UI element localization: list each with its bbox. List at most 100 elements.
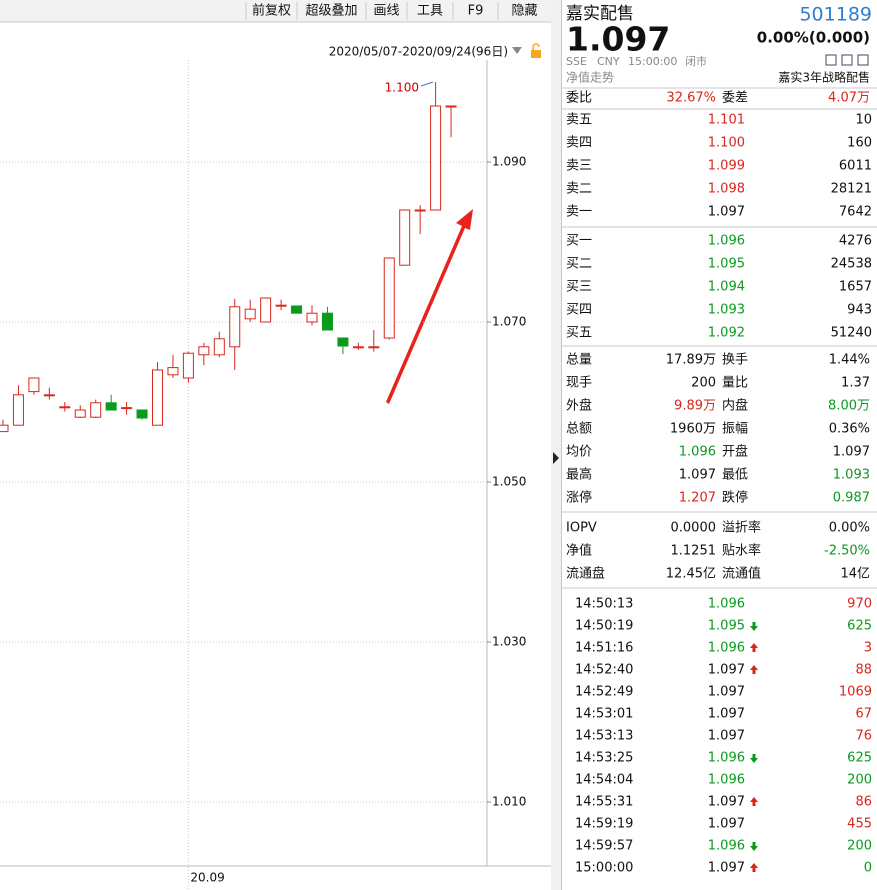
candle-body	[90, 402, 102, 418]
annotation-arrow	[386, 209, 473, 404]
quote-cell: 1.095	[708, 257, 745, 272]
candle-body	[445, 105, 457, 108]
quote-cell: 88	[855, 663, 872, 678]
icon-edit[interactable]	[825, 54, 837, 66]
candle-body	[275, 304, 287, 307]
quote-cell: 4276	[839, 234, 872, 249]
candle-body	[28, 377, 40, 393]
candle-body	[430, 105, 442, 211]
candle-body	[0, 424, 9, 433]
splitter[interactable]	[551, 0, 561, 890]
tick-arrow	[750, 863, 758, 872]
toolbar-button[interactable]: F9	[468, 4, 484, 19]
expand-arrow[interactable]	[553, 452, 559, 464]
candle-body	[337, 337, 349, 347]
candle-body	[414, 209, 426, 212]
max-pointer	[420, 81, 434, 87]
price-change: 0.00%(0.000)	[757, 29, 870, 47]
quote-cell: 现手	[566, 376, 592, 391]
market-info: 闭市	[685, 54, 707, 68]
quote-cell: 开盘	[722, 444, 748, 460]
quote-cell: 1.100	[708, 136, 745, 151]
quote-cell: 1.093	[708, 303, 745, 318]
quote-cell: 14:59:19	[575, 817, 633, 832]
quote-cell: 1.207	[679, 491, 716, 506]
quote-cell: 1.097	[679, 468, 716, 483]
tick-arrow	[750, 643, 758, 652]
quote-cell: 卖三	[566, 159, 592, 174]
quote-cell: 455	[847, 817, 872, 832]
quote-cell: 1.097	[833, 445, 870, 460]
toolbar-button[interactable]: 工具	[417, 4, 443, 19]
quote-cell: 1.1251	[671, 544, 717, 559]
quote-cell: 卖四	[566, 136, 592, 151]
quote-cell: 1.097	[708, 205, 745, 220]
quote-cell: 总量	[566, 353, 592, 368]
quote-cell: 24538	[831, 257, 872, 272]
quote-cell: IOPV	[566, 521, 597, 536]
lock-icon[interactable]	[531, 50, 541, 58]
toolbar-button[interactable]: 前复权	[252, 3, 291, 19]
quote-cell: 1.092	[708, 326, 745, 341]
quote-cell: 14:55:31	[575, 795, 633, 810]
quote-cell: 14:51:16	[575, 641, 633, 656]
icon-add[interactable]	[857, 54, 869, 66]
candle-body	[136, 409, 148, 419]
quote-cell: 1.097	[708, 663, 745, 678]
quote-cell: 200	[691, 376, 716, 391]
x-tick-label: 20.09	[190, 871, 224, 885]
candle-body	[43, 394, 55, 397]
quote-cell: 86	[855, 795, 872, 810]
tick-arrow	[750, 797, 758, 806]
quote-cell: 1.096	[708, 234, 745, 249]
last-price: 1.097	[566, 20, 670, 59]
toolbar-button[interactable]: 画线	[373, 4, 399, 19]
market-info: SSE	[566, 55, 587, 68]
quote-cell: 1.096	[708, 597, 745, 612]
candle-body	[182, 352, 194, 379]
stock-name: 嘉实配售	[566, 4, 634, 24]
quote-cell: 14:50:19	[575, 619, 633, 634]
y-tick-label: 1.050	[492, 475, 526, 489]
quote-cell: 0.00%	[829, 521, 870, 536]
candle-body	[260, 297, 272, 323]
quote-cell: 14:53:01	[575, 707, 633, 722]
quote-cell: 1960万	[670, 422, 716, 437]
max-label: 1.100	[385, 81, 419, 95]
range-menu[interactable]	[512, 47, 522, 54]
quote-cell: 1.093	[833, 468, 870, 483]
quote-cell: 流通盘	[566, 566, 605, 582]
date-range: 2020/05/07-2020/09/24(96日)	[329, 45, 508, 59]
icon-alert[interactable]	[841, 54, 853, 66]
quote-cell: 200	[847, 839, 872, 854]
candle-body	[368, 346, 380, 349]
quote-cell: 溢折率	[722, 520, 761, 536]
quote-cell: 0.987	[833, 491, 870, 506]
quote-cell: 1657	[839, 280, 872, 295]
toolbar-button[interactable]: 超级叠加	[305, 4, 357, 19]
quote-cell: 1.097	[708, 707, 745, 722]
quote-cell: 振幅	[722, 422, 748, 437]
quote-cell: 1.097	[708, 795, 745, 810]
quote-cell: 1.095	[708, 619, 745, 634]
quote-cell: 1.096	[679, 445, 716, 460]
y-tick-label: 1.070	[492, 315, 526, 329]
quote-cell: 9.89万	[674, 399, 716, 414]
quote-cell: 160	[847, 136, 872, 151]
quote-cell: 28121	[831, 182, 872, 197]
quote-cell: 1.096	[708, 773, 745, 788]
candle-body	[229, 306, 241, 348]
quote-cell: 1.097	[708, 817, 745, 832]
quote-cell: 总额	[566, 422, 592, 437]
quote-cell: 14亿	[840, 567, 870, 582]
quote-cell: 15:00:00	[575, 861, 633, 876]
stock-code: 501189	[799, 4, 872, 26]
tab[interactable]: 净值走势	[566, 70, 614, 85]
tick-arrow	[750, 622, 758, 631]
candle-body	[321, 312, 333, 331]
quote-cell: 14:54:04	[575, 773, 633, 788]
market-info: CNY	[597, 55, 620, 68]
tab[interactable]: 嘉实3年战略配售	[778, 70, 870, 85]
toolbar-button[interactable]: 隐藏	[511, 4, 537, 19]
candle-body	[121, 407, 133, 410]
